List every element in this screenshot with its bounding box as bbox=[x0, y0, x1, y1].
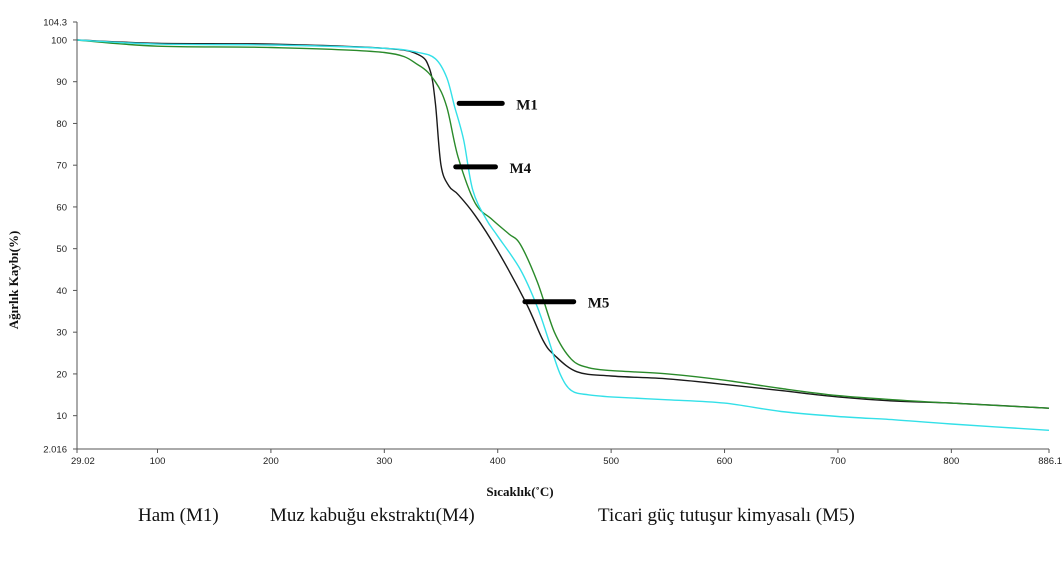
y-tick-label: 50 bbox=[56, 244, 67, 255]
caption-item-m4: Muz kabuğu ekstraktı(M4) bbox=[270, 505, 475, 526]
series-layer bbox=[76, 39, 1050, 431]
series-line-m1 bbox=[76, 39, 1050, 409]
y-tick-label: 2.016 bbox=[43, 445, 67, 456]
annotation-label-m1: M1 bbox=[516, 97, 538, 113]
x-tick-label: 600 bbox=[717, 456, 733, 467]
y-tick-label: 80 bbox=[56, 119, 67, 130]
annotation-layer: M1 M4 M5 bbox=[453, 97, 610, 312]
x-tick-label: 300 bbox=[376, 456, 392, 467]
y-tick-label: 40 bbox=[56, 286, 67, 297]
x-tick-label: 700 bbox=[830, 456, 846, 467]
series-line-m4 bbox=[76, 39, 1050, 409]
series-line-m5 bbox=[76, 39, 1050, 431]
y-axis-title: Ağırlık Kaybı(%) bbox=[6, 231, 21, 330]
annotation-label-m5: M5 bbox=[588, 296, 610, 312]
x-tick-label: 500 bbox=[603, 456, 619, 467]
ticks-layer: 29.02 100 200 300 400 500 600 700 800 886.1 104.3 1… bbox=[43, 18, 1062, 468]
x-tick-label: 400 bbox=[490, 456, 506, 467]
x-tick-label: 800 bbox=[943, 456, 959, 467]
x-tick-label: 886.1 bbox=[1038, 456, 1062, 467]
y-tick-label: 60 bbox=[56, 202, 67, 213]
x-tick-label: 200 bbox=[263, 456, 279, 467]
annotation-label-m4: M4 bbox=[509, 161, 531, 177]
y-tick-label: 100 bbox=[51, 35, 67, 46]
x-tick-label: 100 bbox=[150, 456, 166, 467]
caption-item-m1: Ham (M1) bbox=[138, 505, 219, 526]
y-tick-label: 90 bbox=[56, 77, 67, 88]
x-tick-label: 29.02 bbox=[71, 456, 95, 467]
y-tick-label: 104.3 bbox=[43, 18, 67, 29]
y-tick-label: 20 bbox=[56, 369, 67, 380]
axes-layer bbox=[76, 22, 1049, 450]
y-tick-label: 30 bbox=[56, 328, 67, 339]
y-tick-label: 70 bbox=[56, 161, 67, 172]
x-axis-title: Sıcaklık(˚C) bbox=[486, 484, 553, 499]
y-tick-label: 10 bbox=[56, 411, 67, 422]
caption-item-m5: Ticari güç tutuşur kimyasalı (M5) bbox=[598, 505, 855, 526]
